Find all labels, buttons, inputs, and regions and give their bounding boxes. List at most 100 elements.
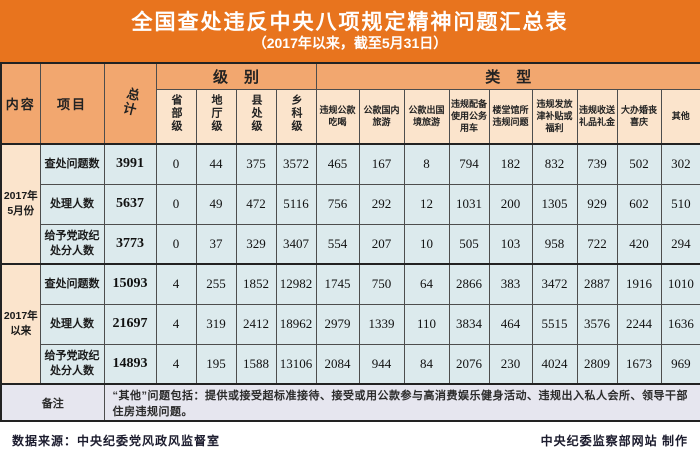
value-cell: 929 [576, 183, 618, 225]
value-cell: 44 [195, 143, 237, 185]
value-cell: 5515 [531, 303, 578, 345]
value-cell: 103 [488, 223, 533, 265]
footer: 数据来源：中央纪委党风政风监督室 中央纪委监察部网站 制作 [0, 422, 700, 459]
header-group-level: 级别 [155, 62, 317, 90]
header-type-8: 其他 [660, 88, 700, 145]
row-label: 给予党政纪处分人数 [39, 343, 105, 385]
value-cell: 1031 [448, 183, 490, 225]
value-cell: 230 [488, 343, 533, 385]
value-cell: 505 [448, 223, 490, 265]
value-cell: 13106 [275, 343, 317, 385]
page-title: 全国查处违反中央八项规定精神问题汇总表 [131, 10, 569, 34]
table-row: 2017年 以来 查处问题数 15093 4 255 1852 12982 1745 750 64… [0, 263, 700, 385]
value-cell: 4 [155, 303, 197, 345]
row-label: 查处问题数 [39, 143, 105, 185]
header-type-1: 公款国内旅游 [358, 88, 405, 145]
header-type-0: 违规公款吃喝 [315, 88, 360, 145]
value-cell: 110 [403, 303, 450, 345]
value-cell: 1010 [660, 263, 700, 305]
note-text: “其他”问题包括：提供或接受超标准接待、接受或用公款参与高消费娱乐健身活动、违规… [103, 383, 700, 422]
value-cell: 2084 [315, 343, 360, 385]
value-cell: 2076 [448, 343, 490, 385]
total-cell: 14893 [103, 343, 157, 385]
value-cell: 969 [660, 343, 700, 385]
value-cell: 554 [315, 223, 360, 265]
row-label: 给予党政纪处分人数 [39, 223, 105, 265]
value-cell: 292 [358, 183, 405, 225]
value-cell: 502 [616, 143, 662, 185]
value-cell: 12982 [275, 263, 317, 305]
value-cell: 722 [576, 223, 618, 265]
row-label: 处理人数 [39, 303, 105, 345]
value-cell: 2809 [576, 343, 618, 385]
header-group-type: 类型 [315, 62, 700, 90]
table-row: 处理人数 21697 4 319 2412 18962 2979 1339 110 3834 464… [1, 303, 700, 345]
value-cell: 302 [660, 143, 700, 185]
value-cell: 2244 [616, 303, 662, 345]
value-cell: 182 [488, 143, 533, 185]
value-cell: 794 [448, 143, 490, 185]
value-cell: 2412 [235, 303, 277, 345]
header-level-township: 乡科级 [275, 88, 317, 145]
header-level-province: 省部级 [155, 88, 197, 145]
value-cell: 8 [403, 143, 450, 185]
note-row: 备注 “其他”问题包括：提供或接受超标准接待、接受或用公款参与高消费娱乐健身活动… [0, 383, 700, 422]
header-total-label: 总计 [119, 85, 141, 119]
header-type-7: 大办婚丧喜庆 [616, 88, 662, 145]
value-cell: 472 [235, 183, 277, 225]
value-cell: 2887 [576, 263, 618, 305]
value-cell: 958 [531, 223, 578, 265]
total-cell: 15093 [103, 263, 157, 305]
value-cell: 739 [576, 143, 618, 185]
value-cell: 10 [403, 223, 450, 265]
value-cell: 3407 [275, 223, 317, 265]
table-row: 2017年 5月份 查处问题数 3991 0 44 375 3572 465 167 8 794 18… [0, 143, 700, 265]
title-banner: 全国查处违反中央八项规定精神问题汇总表 （2017年以来，截至5月31日） [0, 0, 700, 62]
period-cell: 2017年 5月份 [0, 143, 41, 265]
value-cell: 3576 [576, 303, 618, 345]
table-row: 给予党政纪处分人数 14893 4 195 1588 13106 2084 944 84 2076… [1, 343, 700, 385]
note-label: 备注 [0, 383, 105, 422]
page-subtitle: （2017年以来，截至5月31日） [252, 34, 448, 51]
value-cell: 420 [616, 223, 662, 265]
total-cell: 3773 [103, 223, 157, 265]
value-cell: 1339 [358, 303, 405, 345]
value-cell: 1673 [616, 343, 662, 385]
value-cell: 1305 [531, 183, 578, 225]
value-cell: 1636 [660, 303, 700, 345]
header-type-2: 公款出国境旅游 [403, 88, 450, 145]
total-cell: 21697 [103, 303, 157, 345]
value-cell: 3572 [275, 143, 317, 185]
value-cell: 1588 [235, 343, 277, 385]
value-cell: 319 [195, 303, 237, 345]
value-cell: 3472 [531, 263, 578, 305]
value-cell: 294 [660, 223, 700, 265]
value-cell: 750 [358, 263, 405, 305]
value-cell: 375 [235, 143, 277, 185]
total-cell: 3991 [103, 143, 157, 185]
value-cell: 3834 [448, 303, 490, 345]
value-cell: 4 [155, 263, 197, 305]
header-type-5: 违规发放津补贴或福利 [531, 88, 578, 145]
value-cell: 944 [358, 343, 405, 385]
header-level-county: 县处级 [235, 88, 277, 145]
value-cell: 329 [235, 223, 277, 265]
value-cell: 167 [358, 143, 405, 185]
value-cell: 832 [531, 143, 578, 185]
value-cell: 510 [660, 183, 700, 225]
value-cell: 255 [195, 263, 237, 305]
row-label: 处理人数 [39, 183, 105, 225]
value-cell: 195 [195, 343, 237, 385]
value-cell: 2979 [315, 303, 360, 345]
summary-table: 内容 项目 总计 级别 类型 省部级 地厅级 县处级 乡科级 违规公款吃喝 公款… [0, 62, 700, 422]
value-cell: 1916 [616, 263, 662, 305]
value-cell: 37 [195, 223, 237, 265]
value-cell: 465 [315, 143, 360, 185]
value-cell: 0 [155, 223, 197, 265]
header-content: 内容 [0, 62, 41, 145]
table-body: 2017年 5月份 查处问题数 3991 0 44 375 3572 465 167 8 794 18… [0, 143, 700, 385]
value-cell: 1852 [235, 263, 277, 305]
table-row: 给予党政纪处分人数 3773 0 37 329 3407 554 207 10 505 103 958… [1, 223, 700, 265]
header-type-3: 违规配备使用公务用车 [448, 88, 490, 145]
value-cell: 49 [195, 183, 237, 225]
